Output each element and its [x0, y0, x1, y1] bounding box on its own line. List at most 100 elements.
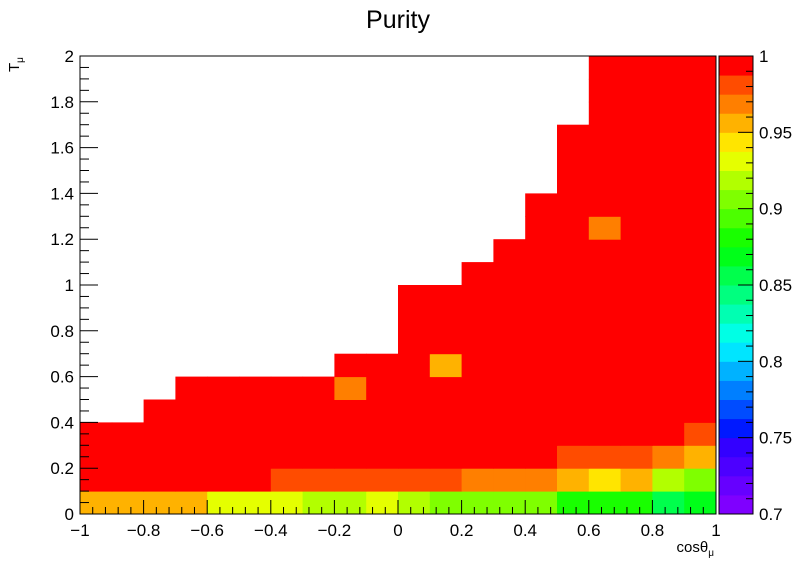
heatmap-cell	[80, 491, 113, 515]
heatmap-cell	[557, 376, 590, 400]
heatmap-cell	[588, 170, 622, 194]
heatmap-cell	[493, 307, 526, 332]
x-tick-label: 1	[711, 521, 720, 540]
heatmap-cell	[620, 78, 653, 103]
heatmap-cell	[175, 445, 208, 469]
color-scale-swatch	[719, 361, 753, 381]
heatmap-cell	[557, 468, 590, 492]
heatmap-cell	[525, 330, 558, 355]
color-scale-swatch	[719, 170, 753, 191]
heatmap-cell	[525, 353, 558, 378]
heatmap-cell	[588, 422, 622, 446]
heatmap-cell	[111, 468, 145, 492]
heatmap-cell	[652, 353, 685, 378]
heatmap-cell	[302, 422, 335, 446]
heatmap-cell	[111, 445, 145, 469]
x-tick-label: −1	[70, 521, 89, 540]
heatmap-cells	[80, 56, 717, 515]
y-tick-label: 2	[65, 47, 74, 66]
heatmap-cell	[207, 445, 240, 469]
heatmap-cell	[398, 285, 431, 309]
heatmap-cell	[461, 307, 494, 332]
heatmap-cell	[239, 468, 272, 492]
heatmap-cell	[493, 399, 526, 423]
heatmap-cell	[366, 468, 399, 492]
color-scale-swatch	[719, 265, 753, 286]
heatmap-cell	[620, 147, 653, 171]
heatmap-cell	[684, 78, 717, 103]
heatmap-cell	[620, 330, 653, 355]
heatmap-cell	[588, 491, 622, 515]
heatmap-cell	[684, 56, 717, 80]
heatmap-cell	[652, 330, 685, 355]
heatmap-cell	[588, 330, 622, 355]
heatmap-cell	[429, 376, 463, 400]
heatmap-cell	[398, 353, 431, 378]
heatmap-cell	[334, 353, 367, 378]
heatmap-cell	[398, 422, 431, 446]
heatmap-cell	[493, 285, 526, 309]
heatmap-cell	[429, 399, 463, 423]
heatmap-cell	[366, 445, 399, 469]
heatmap-cell	[493, 422, 526, 446]
heatmap-cell	[493, 376, 526, 400]
x-tick-label: 0.2	[450, 521, 474, 540]
color-scale-swatch	[719, 56, 753, 76]
heatmap-cell	[588, 399, 622, 423]
x-axis-label-subscript: μ	[708, 548, 714, 559]
y-tick-label: 0.8	[50, 322, 74, 341]
heatmap-cell	[398, 399, 431, 423]
heatmap-cell	[588, 445, 622, 469]
y-tick-label: 1	[65, 276, 74, 295]
color-scale-swatch	[719, 113, 753, 133]
chart-title: Purity	[366, 6, 430, 34]
y-axis: 0 0.2 0.4 0.6 0.8 1 1.2 1.4 1.6 1.8 2	[50, 47, 98, 524]
heatmap-cell	[588, 468, 622, 492]
heatmap-cell	[302, 445, 335, 469]
heatmap-cell	[270, 468, 304, 492]
heatmap-cell	[652, 124, 685, 149]
heatmap-cell	[461, 491, 494, 515]
heatmap-cell	[652, 262, 685, 286]
heatmap-cell	[175, 399, 208, 423]
heatmap-cell	[207, 399, 240, 423]
heatmap-cell	[588, 353, 622, 378]
heatmap-cell	[684, 216, 717, 240]
heatmap-cell	[684, 399, 717, 423]
heatmap-cell	[557, 193, 590, 217]
heatmap-cell	[143, 445, 176, 469]
heatmap-cell	[620, 124, 653, 149]
heatmap-cell	[684, 170, 717, 194]
color-scale-bar	[718, 55, 754, 515]
heatmap-cell	[80, 422, 113, 446]
heatmap-cell	[525, 468, 558, 492]
color-scale-tick-label: 0.9	[759, 200, 783, 219]
heatmap-cell	[557, 170, 590, 194]
heatmap-cell	[461, 353, 494, 378]
heatmap-cell	[239, 399, 272, 423]
heatmap-cell	[143, 468, 176, 492]
x-tick-label: 0.8	[641, 521, 665, 540]
color-scale-swatch	[719, 437, 753, 458]
heatmap-cell	[557, 285, 590, 309]
heatmap-cell	[429, 468, 463, 492]
heatmap-cell	[429, 307, 463, 332]
heatmap-cell	[429, 491, 463, 515]
x-tick-label: 0.6	[577, 521, 601, 540]
color-scale-tick-label: 0.8	[759, 352, 783, 371]
color-scale-swatch	[719, 132, 753, 152]
heatmap-cell	[525, 307, 558, 332]
heatmap-cell	[270, 376, 304, 400]
heatmap-cell	[620, 101, 653, 126]
heatmap-cell	[588, 285, 622, 309]
heatmap-cell	[620, 445, 653, 469]
heatmap-cell	[684, 193, 717, 217]
heatmap-cell	[461, 330, 494, 355]
heatmap-cell	[684, 124, 717, 149]
heatmap-cell	[334, 445, 367, 469]
y-tick-label: 1.6	[50, 139, 74, 158]
x-tick-label: −0.4	[254, 521, 288, 540]
x-tick-label: −0.8	[127, 521, 161, 540]
heatmap-cell	[175, 376, 208, 400]
